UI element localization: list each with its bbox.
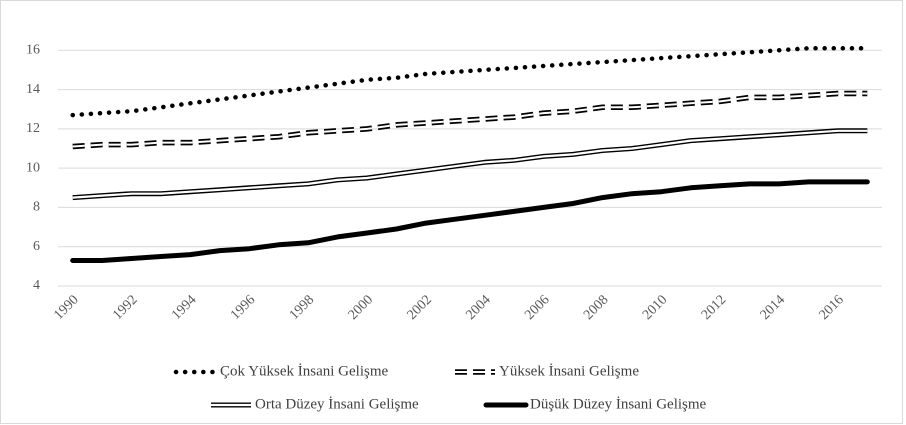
- y-tick-label: 14: [26, 82, 40, 97]
- legend-label: Düşük Düzey İnsani Gelişme: [530, 396, 707, 412]
- plot: [70, 46, 870, 263]
- y-tick-label: 16: [26, 43, 40, 58]
- y-tick-label: 8: [33, 200, 40, 215]
- y-tick-label: 12: [26, 121, 40, 136]
- y-tick-label: 10: [26, 160, 40, 175]
- legend: Çok Yüksek İnsani Gelişme Yüksek İnsani G…: [173, 363, 707, 412]
- y-tick-label: 6: [33, 239, 40, 254]
- line: [70, 46, 870, 118]
- legend-label: Orta Düzey İnsani Gelişme: [255, 396, 419, 412]
- line: [70, 179, 870, 263]
- grid: [58, 49, 882, 287]
- legend-label: Çok Yüksek İnsani Gelişme: [220, 363, 389, 379]
- legend-label: Yüksek İnsani Gelişme: [499, 363, 639, 379]
- y-tick-label: 4: [33, 278, 40, 293]
- line: [72, 92, 868, 148]
- line: [72, 129, 868, 199]
